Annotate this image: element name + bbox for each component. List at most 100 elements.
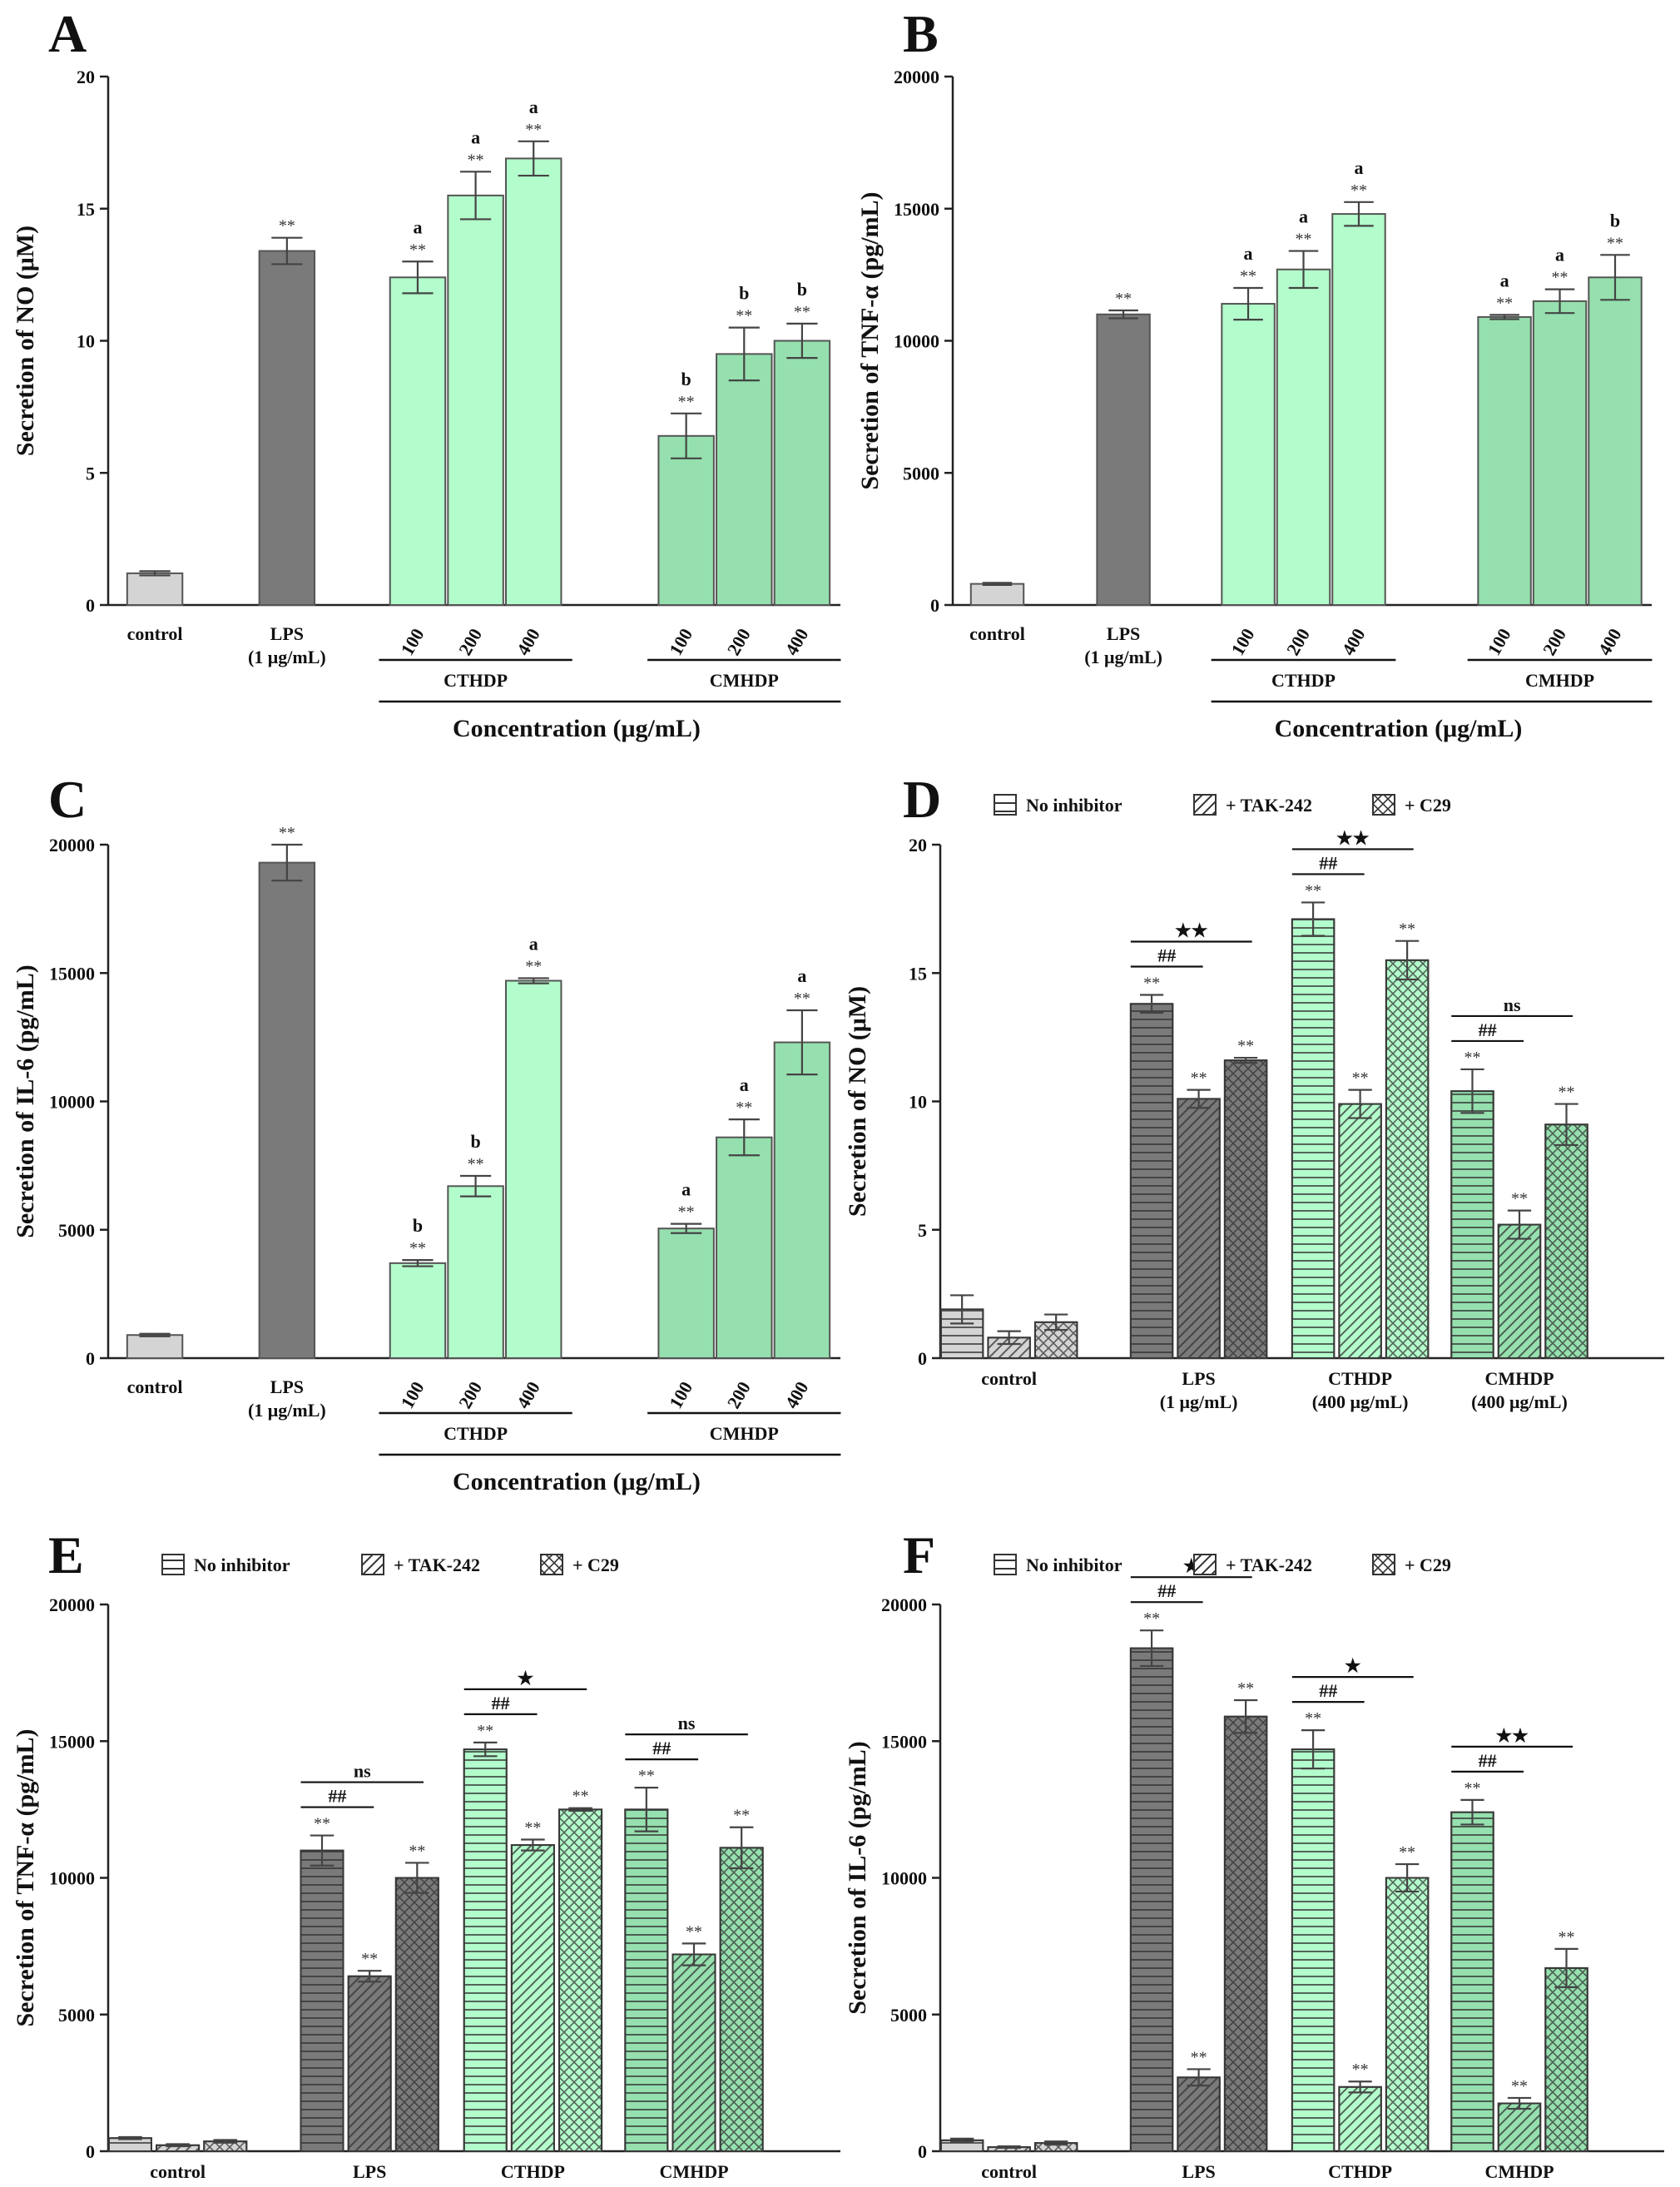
comparison-label: ## xyxy=(1157,1580,1176,1601)
category-label: CTHDP xyxy=(1328,1368,1392,1389)
significance-label: ** xyxy=(1559,1084,1575,1102)
bar-cmhdp xyxy=(1588,276,1643,606)
comparison-label: ★★ xyxy=(1336,827,1370,848)
group-label: CTHDP xyxy=(444,1423,508,1444)
bar-pattern xyxy=(463,1748,508,2152)
concentration-label: 400 xyxy=(513,625,544,659)
category-label: control xyxy=(981,1368,1037,1389)
category-label: control xyxy=(150,2161,206,2182)
comparison-label: ★★ xyxy=(1495,1725,1529,1746)
concentration-label: 100 xyxy=(1484,625,1515,659)
legend-swatch-pattern xyxy=(540,1554,563,1575)
group-letter: b xyxy=(739,283,749,304)
significance-label: ** xyxy=(678,1203,695,1222)
significance-label: ** xyxy=(468,1155,484,1173)
category-label: control xyxy=(127,1376,183,1397)
bar-pattern xyxy=(1177,2076,1221,2152)
significance-label: ** xyxy=(736,307,752,325)
y-axis-title: Secretion of TNF-α (pg/mL) xyxy=(856,191,884,489)
legend-label: + TAK-242 xyxy=(1226,1555,1312,1575)
significance-label: ** xyxy=(1296,231,1312,249)
significance-label: ** xyxy=(638,1767,655,1785)
comparison-label: ## xyxy=(492,1693,510,1713)
bar-pattern xyxy=(1291,1748,1336,2152)
group-letter: a xyxy=(797,965,806,986)
group-letter: a xyxy=(413,216,422,237)
bar-control xyxy=(126,1334,184,1359)
significance-label: ** xyxy=(524,1819,541,1837)
significance-label: ** xyxy=(1607,234,1623,252)
panel-letter: C xyxy=(48,770,87,829)
y-tick-label: 0 xyxy=(86,595,95,616)
bar-pattern xyxy=(1223,1715,1268,2153)
concentration-label: 400 xyxy=(1337,625,1369,659)
legend-label: No inhibitor xyxy=(1026,795,1122,816)
legend-label: No inhibitor xyxy=(194,1555,290,1575)
category-sublabel: (400 μg/mL) xyxy=(646,2185,742,2187)
comparison-label: ★ xyxy=(1345,1655,1361,1676)
significance-label: ** xyxy=(279,824,295,842)
concentration-label: 100 xyxy=(396,625,428,659)
bar-cthdp xyxy=(504,157,562,607)
category-label: CTHDP xyxy=(1328,2161,1392,2182)
significance-label: ** xyxy=(409,1239,426,1257)
significance-label: ** xyxy=(794,989,810,1008)
concentration-label: 200 xyxy=(1282,625,1314,659)
y-tick-label: 15000 xyxy=(49,963,95,984)
panel-letter: A xyxy=(48,4,87,63)
group-letter: a xyxy=(1555,245,1564,265)
bar-pattern xyxy=(1223,1059,1268,1359)
y-tick-label: 20000 xyxy=(881,1594,927,1615)
comparison-label: ★ xyxy=(518,1668,534,1689)
bar-cmhdp xyxy=(716,1136,773,1359)
y-tick-label: 10000 xyxy=(49,1868,95,1889)
y-tick-label: 15000 xyxy=(894,199,939,220)
bar-pattern xyxy=(558,1808,603,2152)
category-label: control xyxy=(969,623,1025,644)
significance-label: ** xyxy=(678,393,695,411)
y-tick-label: 5000 xyxy=(903,463,939,484)
legend-label: + C29 xyxy=(1405,1555,1451,1575)
group-letter: a xyxy=(471,126,480,147)
y-tick-label: 20000 xyxy=(49,835,95,855)
significance-label: ** xyxy=(1464,1779,1480,1798)
bar-cmhdp xyxy=(657,1227,715,1360)
significance-label: ** xyxy=(1191,1069,1207,1088)
concentration-label: 400 xyxy=(1593,625,1625,659)
panel-letter: D xyxy=(903,770,941,829)
group-letter: a xyxy=(1244,243,1253,264)
y-tick-label: 0 xyxy=(918,2141,927,2162)
bar-cmhdp xyxy=(657,434,715,606)
y-tick-label: 5 xyxy=(918,1220,927,1241)
significance-label: ** xyxy=(525,957,542,975)
panel-e: 0 5000 10000 15000 20000 Secretion of TNF-α (… xyxy=(12,1525,840,2187)
concentration-label: 200 xyxy=(454,625,486,659)
group-letter: b xyxy=(681,369,691,389)
x-axis-title: Concentration (μg/mL) xyxy=(453,715,701,742)
significance-label: ** xyxy=(409,241,426,259)
significance-label: ** xyxy=(1496,294,1513,312)
y-axis-title: Secretion of NO (μM) xyxy=(12,226,39,456)
concentration-label: 100 xyxy=(1227,625,1258,659)
comparison-label: ## xyxy=(1319,1680,1337,1701)
category-label: CMHDP xyxy=(1484,2161,1554,2182)
significance-label: ** xyxy=(1240,267,1256,285)
y-tick-label: 5000 xyxy=(58,1220,95,1241)
y-tick-label: 0 xyxy=(86,1348,95,1369)
significance-label: ** xyxy=(1350,181,1367,200)
group-letter: b xyxy=(470,1131,480,1152)
x-axis-title: Concentration (μg/mL) xyxy=(1275,715,1523,742)
bar-cthdp xyxy=(504,979,562,1359)
bar-pattern xyxy=(1129,1003,1174,1360)
bar-control xyxy=(969,583,1025,606)
significance-label: ** xyxy=(1352,2061,1369,2079)
bar-cthdp xyxy=(389,276,447,606)
bar-pattern xyxy=(624,1808,669,2152)
significance-label: ** xyxy=(686,1922,702,1941)
y-axis-title: Secretion of IL-6 (pg/mL) xyxy=(844,1741,871,2015)
y-tick-label: 10 xyxy=(909,1092,927,1113)
y-tick-label: 15 xyxy=(909,963,927,984)
bar-cthdp xyxy=(1276,268,1331,606)
